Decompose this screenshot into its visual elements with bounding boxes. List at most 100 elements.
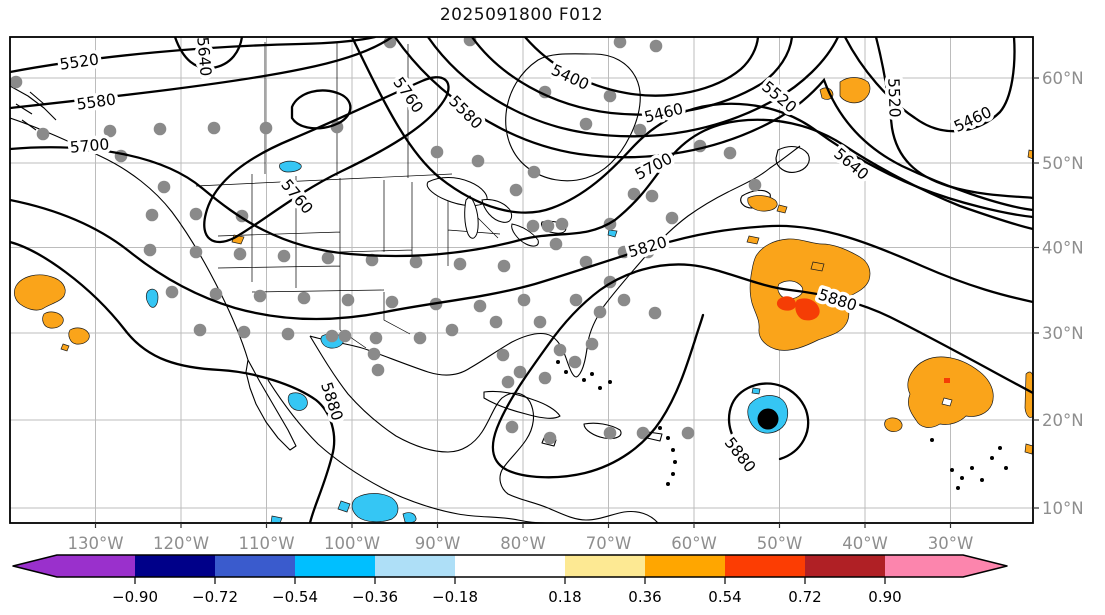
island-speck bbox=[564, 370, 568, 374]
station-dot bbox=[526, 219, 540, 233]
coastline-path bbox=[483, 390, 561, 419]
lon-tick-label: 50°W bbox=[757, 534, 803, 553]
colorbar-segment bbox=[135, 555, 215, 577]
warm-anomaly-patch bbox=[1024, 371, 1033, 418]
colorbar-tick-label: −0.54 bbox=[272, 588, 318, 606]
station-dot bbox=[430, 145, 444, 159]
station-dot bbox=[627, 187, 641, 201]
warm-anomaly-patch bbox=[746, 235, 760, 245]
station-dot bbox=[541, 219, 555, 233]
great-lake bbox=[511, 223, 539, 247]
contour-label: 5580 bbox=[76, 90, 118, 113]
contour-line bbox=[350, 37, 1033, 219]
station-dot bbox=[189, 207, 203, 221]
station-dot bbox=[568, 355, 582, 369]
station-dot bbox=[114, 149, 128, 163]
station-dot bbox=[585, 337, 599, 351]
station-dot bbox=[527, 165, 541, 179]
station-dot bbox=[555, 217, 569, 231]
contour-line bbox=[10, 198, 1033, 321]
lon-tick-label: 120°W bbox=[153, 534, 209, 553]
island-speck bbox=[950, 468, 954, 472]
warm-anomaly-patch bbox=[1027, 149, 1033, 160]
station-dot bbox=[10, 75, 23, 89]
hurricane-ring bbox=[728, 382, 810, 461]
lon-tick-label: 100°W bbox=[324, 534, 380, 553]
island-speck bbox=[998, 446, 1002, 450]
colorbar-tick-label: 0.72 bbox=[788, 588, 821, 606]
closed-5880-contour bbox=[728, 382, 810, 461]
contour-label: 5640 bbox=[193, 36, 214, 77]
station-dot bbox=[297, 291, 311, 305]
colorbar-segment bbox=[565, 555, 645, 577]
figure-title: 2025091800 F012 bbox=[439, 5, 604, 25]
contour-line bbox=[874, 37, 1033, 200]
contour-label: 5460 bbox=[951, 103, 994, 136]
station-dot bbox=[413, 331, 427, 345]
island-speck bbox=[666, 482, 670, 486]
station-dot bbox=[505, 420, 519, 434]
station-dot bbox=[509, 183, 523, 197]
height-contours bbox=[10, 37, 1033, 523]
cold-anomaly-patch bbox=[607, 229, 618, 238]
island-speck bbox=[980, 478, 984, 482]
warm-anomaly-patch bbox=[766, 91, 775, 99]
station-dot bbox=[103, 124, 117, 138]
station-dot bbox=[633, 123, 647, 137]
station-dot bbox=[593, 305, 607, 319]
colorbar-segment bbox=[57, 555, 135, 577]
station-dot bbox=[153, 122, 167, 136]
coastline-path bbox=[245, 359, 297, 451]
coastline-path bbox=[583, 422, 622, 440]
station-dot bbox=[748, 178, 762, 192]
contour-line bbox=[491, 263, 1033, 479]
colorbar-segment bbox=[215, 555, 295, 577]
island-speck bbox=[608, 380, 612, 384]
coastline-path bbox=[10, 117, 249, 361]
station-dot bbox=[145, 208, 159, 222]
station-dot bbox=[281, 327, 295, 341]
lon-tick-labels: 130°W 120°W 110°W 100°W 90°W 80°W 70°W 60°W 50°W… bbox=[67, 534, 973, 553]
station-dot bbox=[553, 343, 567, 357]
lat-tick-label: 40°N bbox=[1042, 239, 1084, 258]
colorbar-tick-label: −0.90 bbox=[112, 588, 158, 606]
warm-anomaly-patch bbox=[14, 274, 66, 311]
colorbar-segment bbox=[725, 555, 805, 577]
colorbar-border bbox=[12, 554, 1008, 578]
colorbar-segment bbox=[963, 555, 1007, 577]
colorbar-tick-label: 0.90 bbox=[868, 588, 901, 606]
lon-tick-label: 30°W bbox=[928, 534, 974, 553]
contour-line bbox=[393, 37, 1033, 212]
contour-line bbox=[523, 37, 760, 97]
station-dot bbox=[36, 127, 50, 141]
island-speck bbox=[658, 426, 662, 430]
station-dot bbox=[367, 347, 381, 361]
station-dot bbox=[473, 299, 487, 313]
station-dot bbox=[385, 295, 399, 309]
island-speck bbox=[1004, 466, 1008, 470]
cold-anomaly-patch bbox=[351, 493, 399, 523]
station-dot bbox=[603, 89, 617, 103]
station-dot bbox=[538, 371, 552, 385]
contour-label: 5520 bbox=[59, 50, 101, 73]
warm-anomaly-patch bbox=[60, 343, 70, 352]
station-dot bbox=[645, 189, 659, 203]
station-dot bbox=[259, 121, 273, 135]
station-dot bbox=[341, 293, 355, 307]
colorbar-segment bbox=[645, 555, 725, 577]
station-dot bbox=[579, 255, 593, 269]
station-dot bbox=[157, 180, 171, 194]
station-dot bbox=[338, 329, 352, 343]
great-lake bbox=[464, 195, 479, 239]
island-speck bbox=[930, 438, 934, 442]
lon-tick-label: 90°W bbox=[415, 534, 461, 553]
coastline-path bbox=[309, 145, 801, 378]
station-dot bbox=[549, 237, 563, 251]
island-speck bbox=[556, 360, 560, 364]
strong-warm-anomalies bbox=[776, 296, 950, 383]
island-speck bbox=[666, 436, 670, 440]
contour-line bbox=[290, 89, 352, 130]
station-dot bbox=[233, 247, 247, 261]
island-speck bbox=[598, 386, 602, 390]
